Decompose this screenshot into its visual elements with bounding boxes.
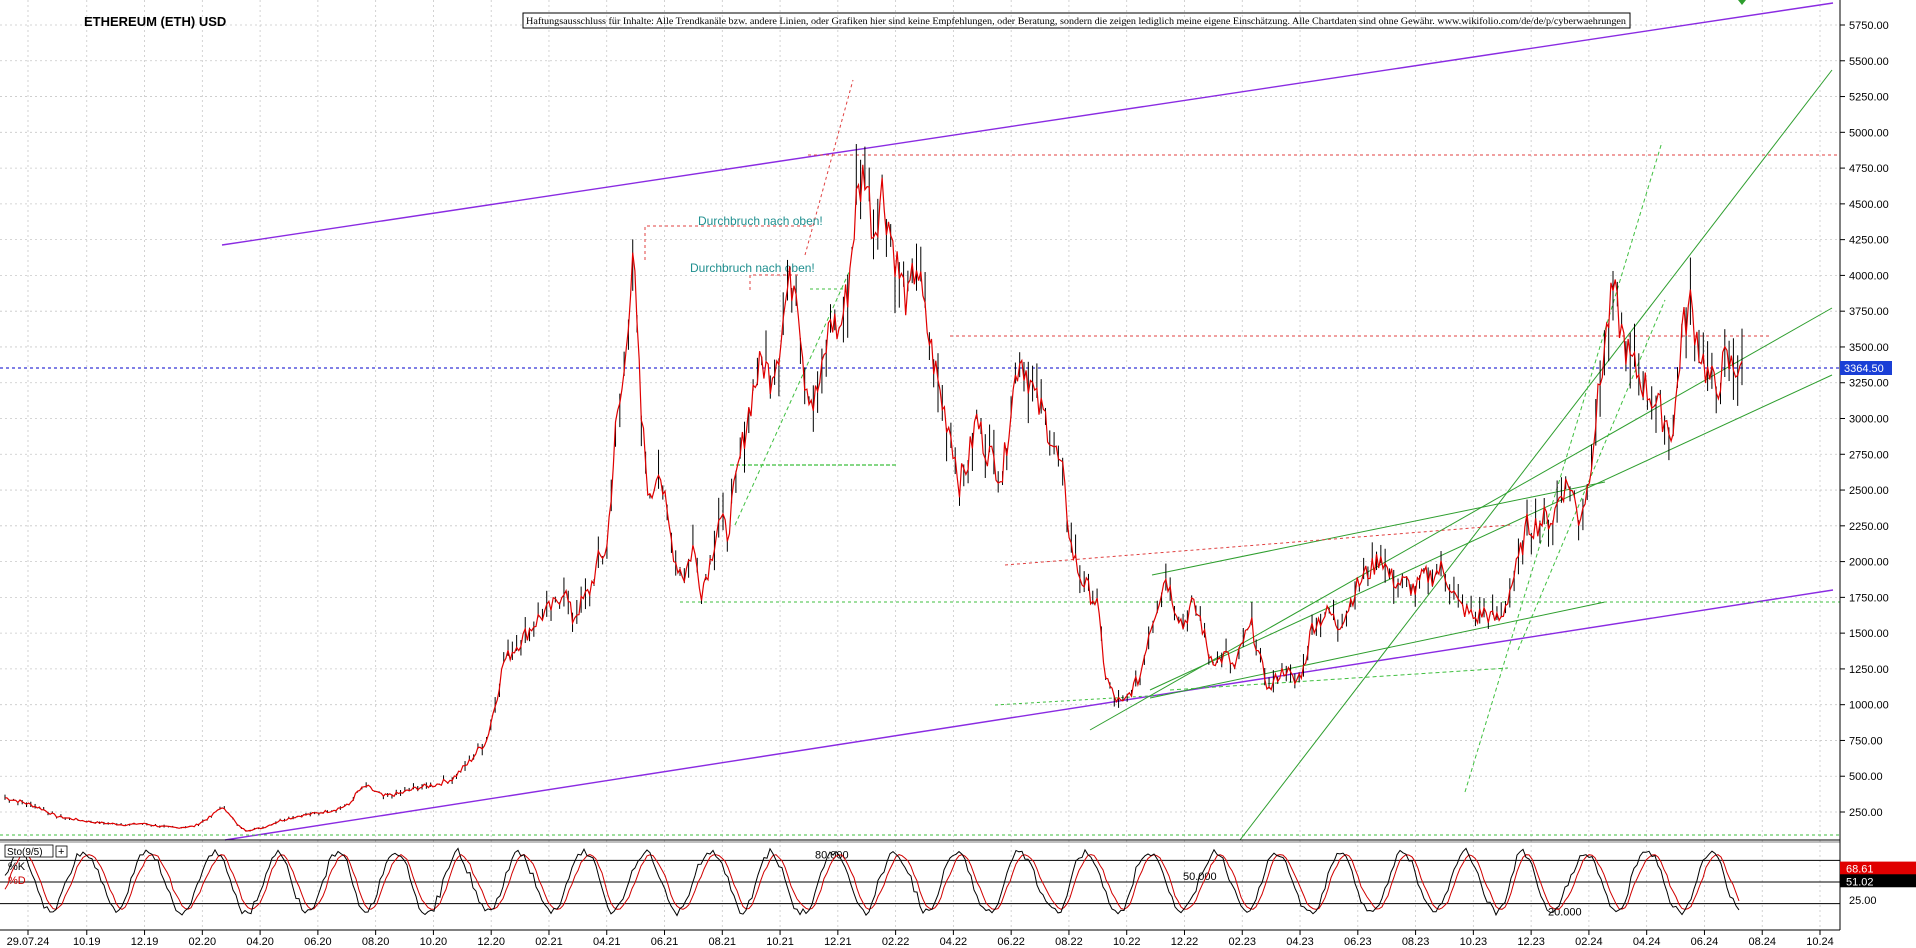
x-tick-label: 02.23 [1228, 936, 1256, 948]
x-tick-label: 10.20 [420, 936, 448, 948]
last-price-tag [1840, 361, 1892, 375]
price-series [4, 144, 1743, 832]
green-dashed-low [1169, 667, 1509, 691]
x-tick-label: 04.24 [1633, 936, 1661, 948]
x-tick-label: 08.23 [1402, 936, 1430, 948]
stoch-d-line [4, 853, 1740, 911]
k-value-tag [1840, 861, 1916, 875]
plus-icon[interactable]: + [58, 846, 64, 858]
y-tick-label: 2750.00 [1849, 449, 1889, 461]
close-line [4, 164, 1743, 832]
green-channel-upper [1239, 69, 1833, 841]
x-tick-label: 02.24 [1575, 936, 1603, 948]
annotation-breakout-2: Durchbruch nach oben! [690, 261, 815, 275]
x-tick-label: 10.24 [1806, 936, 1834, 948]
y-tick-label: 1250.00 [1849, 664, 1889, 676]
y-axis: 250.00 500.00 750.00 1000.00 1250.00 1500.00 1… [1840, 20, 1889, 819]
x-tick-label: 12.20 [477, 936, 505, 948]
last-price-label: 3364.50 [1844, 363, 1884, 375]
x-axis: 29.07.24 10.19 12.19 02.20 04.20 06.20 08.20 10… [7, 930, 1834, 948]
y-tick-label: 750.00 [1849, 735, 1883, 747]
y-tick-label: 500.00 [1849, 771, 1883, 783]
y-tick-label: 3250.00 [1849, 378, 1889, 390]
x-tick-label: 06.21 [651, 936, 679, 948]
green-triangle-bottom [1149, 601, 1606, 699]
x-tick-label: 06.23 [1344, 936, 1372, 948]
green-arrow-marker [1738, 0, 1746, 5]
red-dashed-steep [804, 79, 854, 256]
x-tick-label: 12.19 [131, 936, 159, 948]
k-value-label: 68.61 [1846, 864, 1874, 876]
green-dashed-steep-2 [1517, 299, 1666, 651]
x-tick-label: 04.20 [246, 936, 274, 948]
x-tick-label: 08.20 [362, 936, 390, 948]
stoch-k-line [4, 847, 1740, 917]
x-tick-label: 06.24 [1691, 936, 1719, 948]
x-tick-label: 02.22 [882, 936, 910, 948]
x-tick-label: 12.23 [1517, 936, 1545, 948]
red-dashed-slope [1004, 524, 1511, 566]
x-tick-label: 29.07.24 [7, 936, 50, 948]
trendlines [0, 2, 1900, 841]
green-dashed-steep-1 [1464, 141, 1663, 793]
stoch-label: Sto(9/5) [7, 847, 43, 858]
x-tick-label: 10.23 [1460, 936, 1488, 948]
x-tick-label: 02.21 [535, 936, 563, 948]
x-tick-label: 04.23 [1286, 936, 1314, 948]
green-dashed-bottom [994, 694, 1166, 706]
y-tick-label: 5750.00 [1849, 20, 1889, 32]
green-triangle-top [1151, 481, 1606, 576]
x-tick-label: 06.20 [304, 936, 332, 948]
stoch-level-80: 80.000 [815, 849, 849, 861]
chart-title: ETHEREUM (ETH) USD [84, 14, 226, 29]
y-tick-label: 250.00 [1849, 807, 1883, 819]
stoch-level-50: 50.000 [1183, 871, 1217, 883]
y-tick-label: 3750.00 [1849, 306, 1889, 318]
d-value-label: 51.02 [1846, 876, 1874, 888]
x-tick-label: 12.21 [824, 936, 852, 948]
y-tick-label: 3000.00 [1849, 414, 1889, 426]
x-tick-label: 08.21 [709, 936, 737, 948]
x-tick-label: 12.22 [1171, 936, 1199, 948]
y-tick-label: 2500.00 [1849, 485, 1889, 497]
channel-bottom-line [224, 589, 1834, 841]
y-tick-label: 3500.00 [1849, 342, 1889, 354]
d-label: %D [8, 875, 26, 887]
disclaimer-text: Haftungsausschluss für Inhalte: Alle Tre… [526, 16, 1627, 26]
green-channel-low [1149, 374, 1833, 691]
x-tick-label: 10.21 [766, 936, 794, 948]
grid [0, 0, 1838, 930]
y-tick-label: 2250.00 [1849, 521, 1889, 533]
y-tick-label: 4500.00 [1849, 199, 1889, 211]
x-tick-label: 10.19 [73, 936, 101, 948]
y-tick-label: 4250.00 [1849, 235, 1889, 247]
y-tick-label: 1750.00 [1849, 592, 1889, 604]
y-tick-label: 1500.00 [1849, 628, 1889, 640]
y-tick-label: 1000.00 [1849, 700, 1889, 712]
add-indicator-button[interactable] [55, 845, 68, 858]
y-tick-label: 4000.00 [1849, 270, 1889, 282]
annotation-breakout-1: Durchbruch nach oben! [698, 214, 823, 228]
x-tick-label: 08.24 [1748, 936, 1776, 948]
channel-top-line [221, 2, 1834, 246]
y-tick-label: 4750.00 [1849, 163, 1889, 175]
y-tick-label: 5500.00 [1849, 56, 1889, 68]
green-channel-mid [1089, 307, 1833, 731]
red-dashed-break-2 [749, 274, 800, 290]
x-tick-label: 04.21 [593, 936, 621, 948]
d-value-tag [1840, 874, 1916, 888]
k-label: %K [8, 861, 26, 873]
x-tick-label: 10.22 [1113, 936, 1141, 948]
y-tick-label: 5250.00 [1849, 92, 1889, 104]
x-tick-label: 02.20 [189, 936, 217, 948]
stoch-y-tick: 25.00 [1849, 895, 1877, 907]
x-tick-label: 04.22 [940, 936, 968, 948]
x-tick-label: 08.22 [1055, 936, 1083, 948]
y-tick-label: 2000.00 [1849, 557, 1889, 569]
x-tick-label: 06.22 [997, 936, 1025, 948]
y-tick-label: 5000.00 [1849, 127, 1889, 139]
